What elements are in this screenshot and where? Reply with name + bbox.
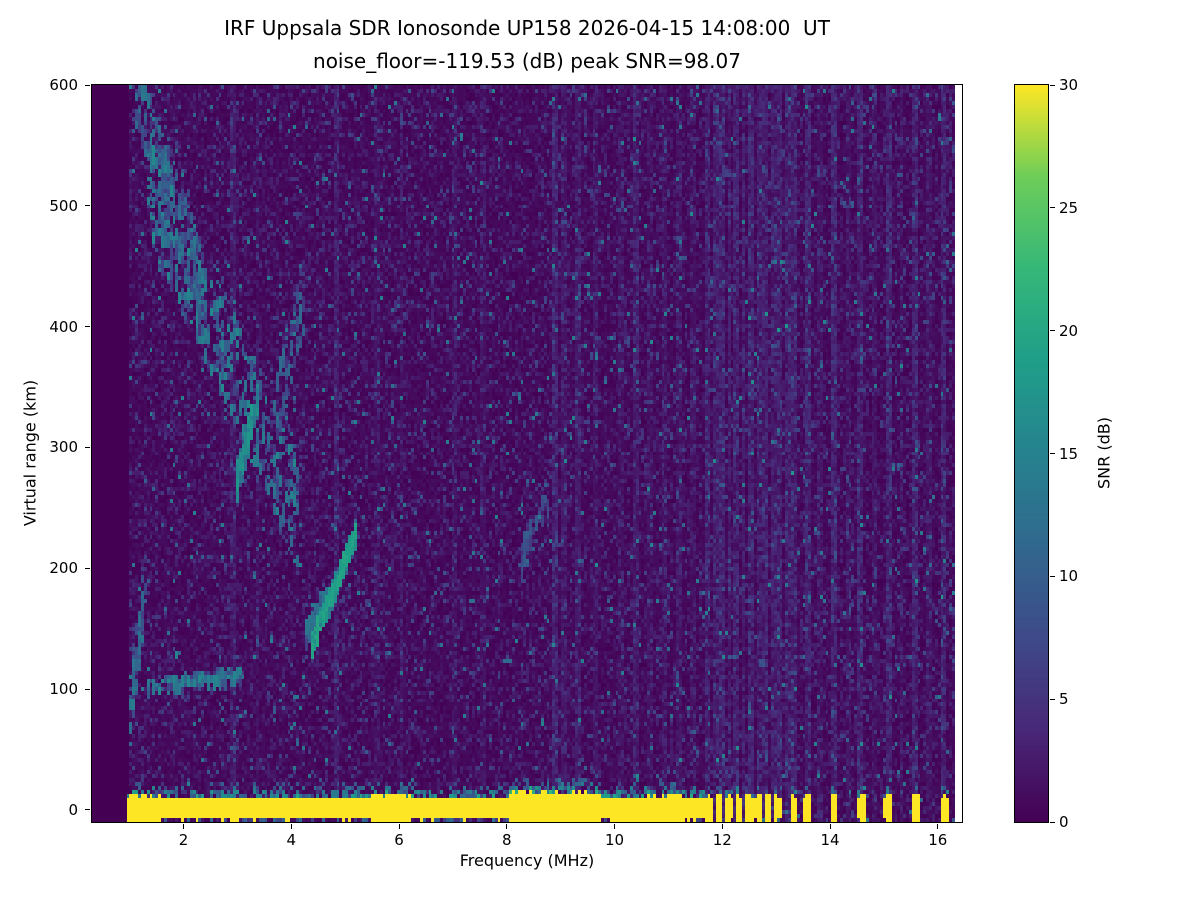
colorbar — [1014, 84, 1049, 823]
colorbar-tick-label: 10 — [1059, 567, 1079, 586]
x-tick-label: 8 — [502, 831, 512, 849]
x-axis-label: Frequency (MHz) — [459, 851, 595, 870]
x-tick-label: 12 — [712, 831, 732, 849]
y-tick-label: 0 — [68, 800, 78, 819]
ionogram-heatmap — [92, 85, 962, 822]
colorbar-tick-mark — [1050, 453, 1055, 454]
colorbar-tick-mark — [1050, 575, 1055, 577]
x-tick-mark — [183, 824, 185, 829]
colorbar-tick-mark — [1050, 207, 1055, 209]
x-tick-label: 4 — [286, 831, 297, 849]
y-tick-mark — [85, 84, 90, 86]
y-tick-mark — [85, 205, 90, 207]
colorbar-tick-mark — [1050, 84, 1055, 86]
colorbar-tick-label: 20 — [1059, 321, 1079, 340]
colorbar-tick-mark — [1050, 698, 1055, 700]
x-tick-label: 10 — [604, 831, 625, 849]
y-tick-label: 500 — [49, 196, 78, 215]
x-tick-mark — [829, 824, 831, 829]
y-tick-label: 300 — [49, 438, 78, 457]
y-tick-mark — [85, 567, 90, 569]
y-tick-label: 400 — [49, 317, 78, 336]
chart-subtitle: noise_floor=-119.53 (dB) peak SNR=98.07 — [313, 49, 741, 73]
y-tick-mark — [85, 809, 90, 811]
x-tick-label: 2 — [178, 831, 189, 849]
colorbar-tick-label: 5 — [1059, 690, 1069, 709]
x-tick-mark — [290, 824, 292, 829]
y-tick-mark — [85, 446, 90, 448]
y-tick-label: 100 — [49, 680, 78, 699]
plot-area — [91, 84, 963, 823]
y-tick-mark — [85, 326, 90, 328]
y-tick-label: 200 — [49, 559, 78, 578]
x-tick-label: 16 — [928, 831, 948, 849]
colorbar-tick-mark — [1050, 330, 1055, 332]
colorbar-tick-label: 0 — [1059, 813, 1069, 831]
colorbar-tick-label: 15 — [1059, 444, 1079, 463]
x-tick-mark — [721, 824, 723, 829]
x-tick-mark — [937, 824, 939, 829]
x-tick-mark — [506, 824, 508, 829]
x-tick-label: 14 — [820, 831, 840, 849]
colorbar-tick-label: 25 — [1059, 198, 1079, 217]
y-tick-label: 600 — [49, 76, 78, 94]
x-tick-label: 6 — [394, 831, 404, 849]
colorbar-gradient — [1015, 85, 1048, 822]
x-tick-mark — [614, 824, 616, 829]
y-tick-mark — [85, 688, 90, 690]
colorbar-tick-mark — [1050, 821, 1055, 823]
x-tick-mark — [398, 824, 400, 829]
colorbar-tick-label: 30 — [1059, 76, 1079, 94]
chart-title: IRF Uppsala SDR Ionosonde UP158 2026-04-… — [224, 16, 830, 40]
